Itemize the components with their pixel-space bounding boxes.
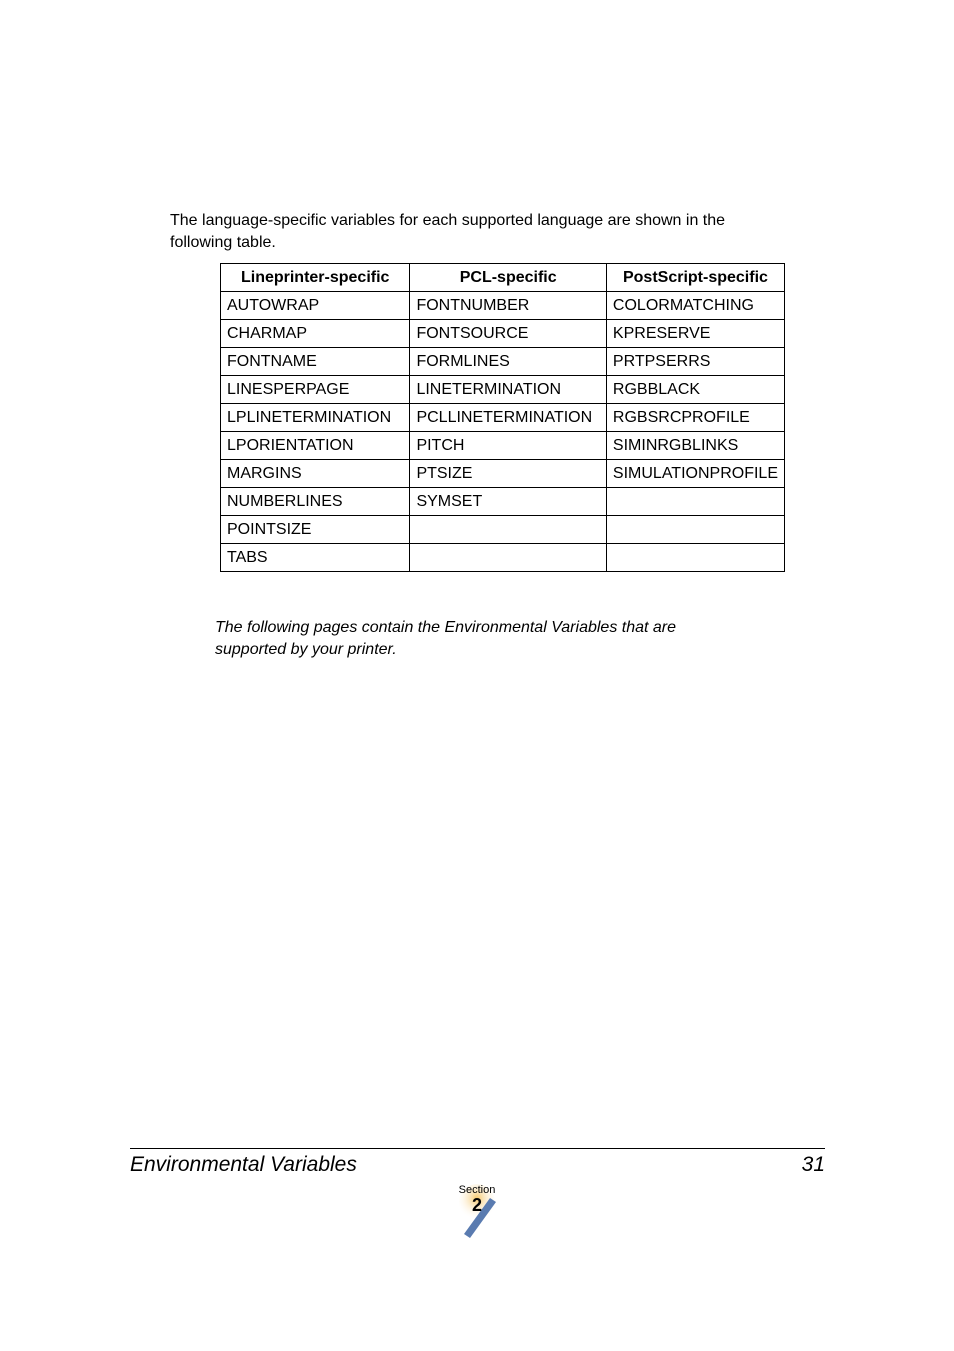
table-cell: PRTPSERRS	[606, 348, 784, 376]
header-lineprinter: Lineprinter-specific	[221, 264, 410, 292]
page-footer: Environmental Variables 31	[130, 1148, 825, 1177]
table-row: POINTSIZE	[221, 516, 785, 544]
table-row: MARGINSPTSIZESIMULATIONPROFILE	[221, 460, 785, 488]
table-cell	[606, 488, 784, 516]
table-cell: SYMSET	[410, 488, 606, 516]
table-cell: LINESPERPAGE	[221, 376, 410, 404]
table-row: LPORIENTATIONPITCHSIMINRGBLINKS	[221, 432, 785, 460]
footer-row: Environmental Variables 31	[130, 1153, 825, 1177]
table-cell: TABS	[221, 544, 410, 572]
table-cell: POINTSIZE	[221, 516, 410, 544]
table-cell: NUMBERLINES	[221, 488, 410, 516]
section-badge: Section 2	[442, 1182, 512, 1242]
header-pcl: PCL-specific	[410, 264, 606, 292]
table-row: LPLINETERMINATIONPCLLINETERMINATIONRGBSR…	[221, 404, 785, 432]
footer-title: Environmental Variables	[130, 1153, 357, 1177]
table-cell	[410, 516, 606, 544]
note-text: The following pages contain the Environm…	[215, 617, 715, 660]
table-row: CHARMAPFONTSOURCEKPRESERVE	[221, 320, 785, 348]
table-cell: COLORMATCHING	[606, 292, 784, 320]
table-cell: PITCH	[410, 432, 606, 460]
table-cell: RGBSRCPROFILE	[606, 404, 784, 432]
table-cell: LPORIENTATION	[221, 432, 410, 460]
table-row: NUMBERLINESSYMSET	[221, 488, 785, 516]
table-row: TABS	[221, 544, 785, 572]
table-cell: KPRESERVE	[606, 320, 784, 348]
table-cell: PCLLINETERMINATION	[410, 404, 606, 432]
table-cell: SIMINRGBLINKS	[606, 432, 784, 460]
table-cell: CHARMAP	[221, 320, 410, 348]
table-cell: SIMULATIONPROFILE	[606, 460, 784, 488]
section-number: 2	[442, 1195, 512, 1216]
footer-rule	[130, 1148, 825, 1149]
table-cell: FONTSOURCE	[410, 320, 606, 348]
variables-table: Lineprinter-specific PCL-specific PostSc…	[220, 263, 785, 572]
table-row: FONTNAMEFORMLINESPRTPSERRS	[221, 348, 785, 376]
table-row: AUTOWRAPFONTNUMBERCOLORMATCHING	[221, 292, 785, 320]
table-cell: FONTNUMBER	[410, 292, 606, 320]
table-row: LINESPERPAGELINETERMINATIONRGBBLACK	[221, 376, 785, 404]
table-cell: MARGINS	[221, 460, 410, 488]
intro-text: The language-specific variables for each…	[170, 210, 785, 253]
table-cell: FORMLINES	[410, 348, 606, 376]
table-cell: LINETERMINATION	[410, 376, 606, 404]
table-cell	[606, 516, 784, 544]
footer-page-number: 31	[802, 1153, 825, 1177]
table-cell: AUTOWRAP	[221, 292, 410, 320]
header-postscript: PostScript-specific	[606, 264, 784, 292]
table-body: AUTOWRAPFONTNUMBERCOLORMATCHINGCHARMAPFO…	[221, 292, 785, 572]
table-cell: LPLINETERMINATION	[221, 404, 410, 432]
table-cell: PTSIZE	[410, 460, 606, 488]
table-cell: RGBBLACK	[606, 376, 784, 404]
table-header-row: Lineprinter-specific PCL-specific PostSc…	[221, 264, 785, 292]
table-cell: FONTNAME	[221, 348, 410, 376]
table-cell	[410, 544, 606, 572]
table-cell	[606, 544, 784, 572]
